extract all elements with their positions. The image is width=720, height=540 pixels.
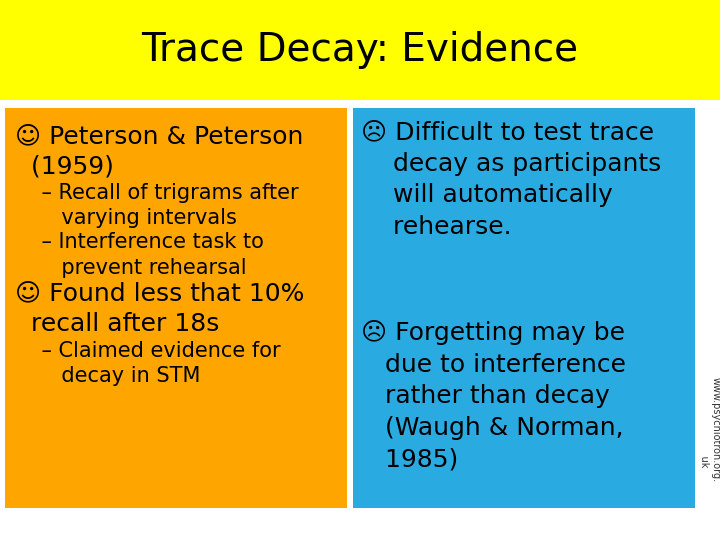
FancyBboxPatch shape — [353, 108, 695, 508]
FancyBboxPatch shape — [5, 108, 347, 508]
Text: – Claimed evidence for
       decay in STM: – Claimed evidence for decay in STM — [15, 341, 281, 386]
FancyBboxPatch shape — [0, 0, 720, 100]
Text: ☺ Found less that 10%
  recall after 18s: ☺ Found less that 10% recall after 18s — [15, 282, 305, 336]
Text: – Recall of trigrams after
       varying intervals: – Recall of trigrams after varying inter… — [15, 183, 299, 228]
Text: ☹ Forgetting may be
   due to interference
   rather than decay
   (Waugh & Norm: ☹ Forgetting may be due to interference … — [361, 320, 626, 471]
Text: ☺ Peterson & Peterson
  (1959): ☺ Peterson & Peterson (1959) — [15, 124, 303, 179]
Text: – Interference task to
       prevent rehearsal: – Interference task to prevent rehearsal — [15, 232, 264, 278]
Text: ☹ Difficult to test trace
    decay as participants
    will automatically
    r: ☹ Difficult to test trace decay as parti… — [361, 120, 661, 239]
Text: www.psychlotron.org.
                    uk: www.psychlotron.org. uk — [699, 377, 720, 483]
Text: Trace Decay: Evidence: Trace Decay: Evidence — [141, 31, 579, 69]
